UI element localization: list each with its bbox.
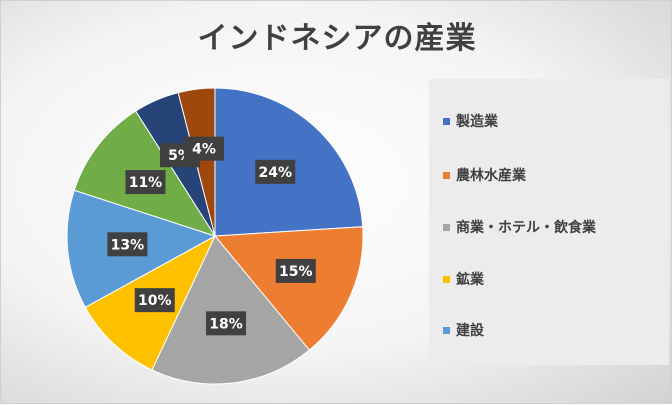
data-label-7: 4% [183,136,224,161]
data-label-box-3 [134,288,175,313]
data-label-text-3: 10% [138,293,172,309]
pie-slice-2 [151,235,311,385]
legend-swatch-0 [443,117,450,125]
data-label-text-4: 13% [111,237,145,253]
legend-swatch-2 [443,223,450,231]
data-label-text-7: 4% [192,142,216,158]
data-label-5: 11% [125,170,166,195]
data-label-0: 24% [255,159,296,184]
legend-label-0: 製造業 [456,114,498,130]
data-label-text-1: 15% [279,264,313,280]
data-label-1: 15% [275,258,316,283]
data-label-3: 10% [134,288,175,313]
pie-slice-1 [213,226,364,351]
legend-label-1: 農林水産業 [456,168,526,184]
legend-label-2: 商業・ホテル・飲食業 [456,220,596,236]
data-label-2: 18% [206,311,247,336]
legend-swatch-1 [443,171,450,179]
legend-label-3: 鉱業 [456,272,484,288]
legend-swatch-3 [443,275,450,283]
legend-item-2: 商業・ホテル・飲食業 [443,217,596,237]
data-label-box-7 [183,136,224,161]
legend-swatch-4 [443,326,450,334]
legend-item-0: 製造業 [443,111,498,131]
chart-title: インドネシアの産業 [197,21,477,56]
data-label-box-2 [206,311,247,336]
legend-item-3: 鉱業 [443,269,484,289]
data-label-box-0 [255,159,296,184]
data-label-text-0: 24% [258,165,292,181]
legend-item-4: 建設 [443,320,484,340]
data-label-box-1 [275,258,316,283]
data-label-text-2: 18% [209,316,243,332]
data-label-box-5 [125,170,166,195]
legend-item-1: 農林水産業 [443,165,526,185]
data-label-box-4 [107,232,148,257]
data-label-text-5: 11% [129,175,163,191]
legend-label-4: 建設 [456,323,484,339]
legend: 製造業 農林水産業 商業・ホテル・飲食業 鉱業 建設 [429,79,669,365]
data-label-4: 13% [107,232,148,257]
